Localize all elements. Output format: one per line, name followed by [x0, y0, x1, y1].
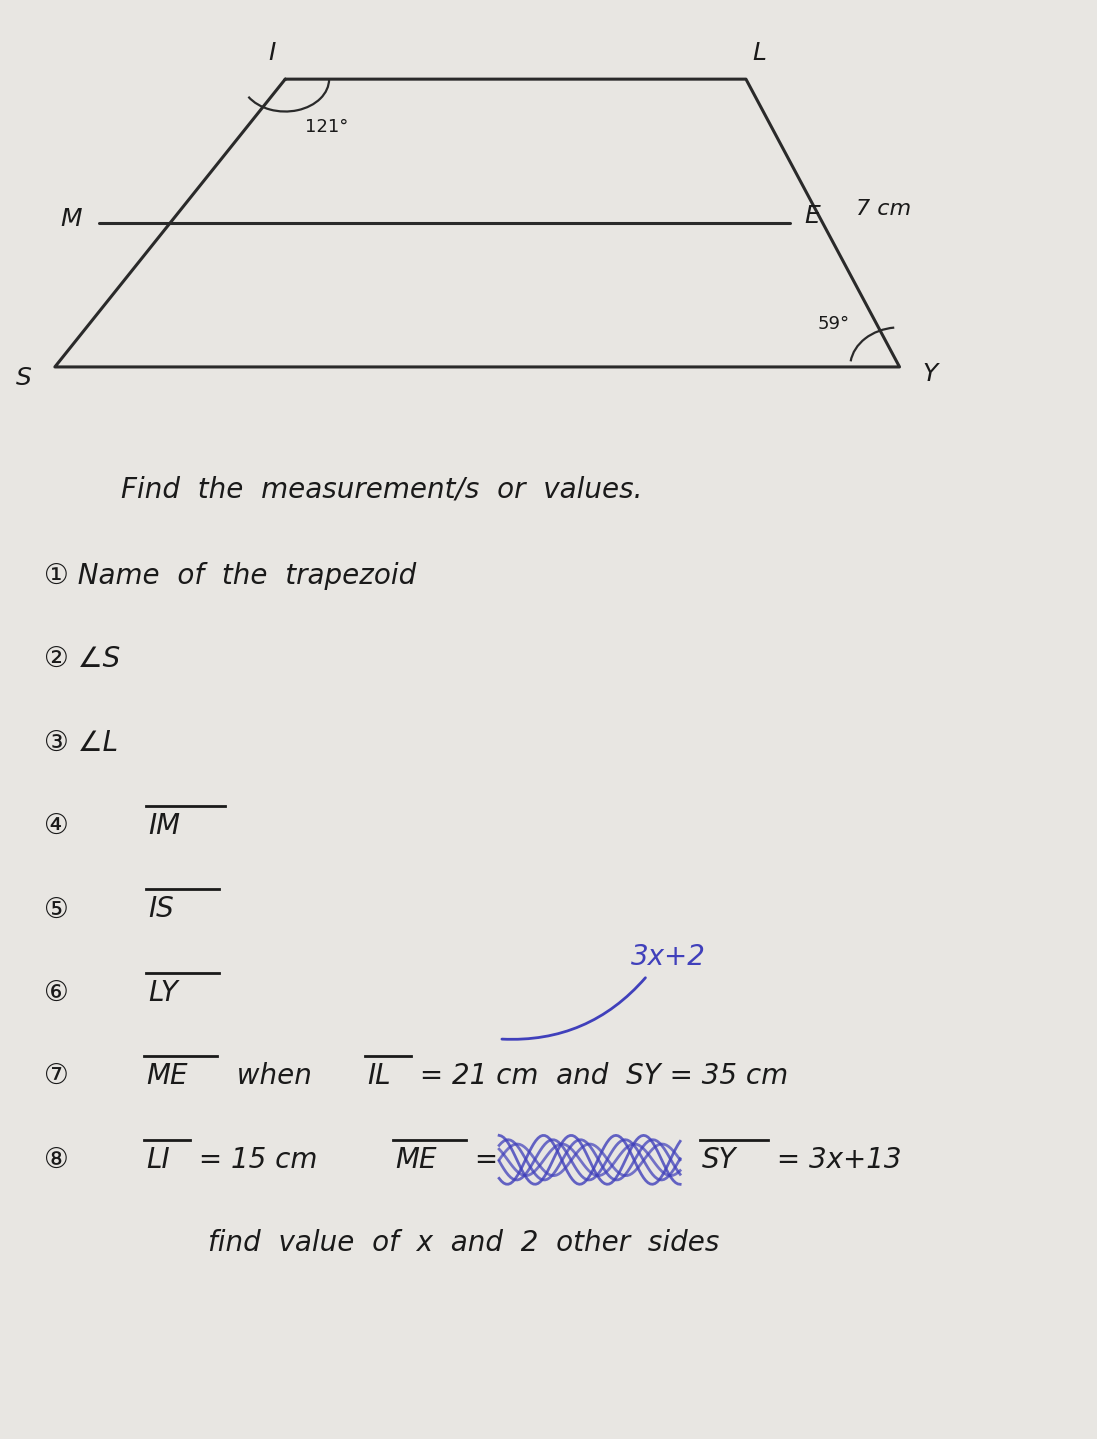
Text: IM: IM [148, 812, 180, 840]
Text: 59°: 59° [817, 315, 850, 332]
Text: M: M [60, 207, 82, 230]
Text: find  value  of  x  and  2  other  sides: find value of x and 2 other sides [208, 1229, 720, 1258]
Text: ③ ∠L: ③ ∠L [44, 728, 118, 757]
Text: when: when [219, 1062, 330, 1091]
Text: LY: LY [148, 979, 178, 1007]
Text: ME: ME [146, 1062, 188, 1091]
Text: =: = [466, 1145, 498, 1174]
FancyArrowPatch shape [502, 977, 645, 1039]
Text: 3x+2: 3x+2 [631, 943, 705, 971]
Text: SY: SY [702, 1145, 737, 1174]
Text: = 3x+13: = 3x+13 [768, 1145, 902, 1174]
Text: S: S [16, 367, 32, 390]
Text: IS: IS [148, 895, 173, 924]
Text: I: I [269, 42, 275, 65]
Text: ME: ME [395, 1145, 437, 1174]
Text: IL: IL [367, 1062, 392, 1091]
Text: E: E [804, 204, 819, 227]
Text: = 15 cm: = 15 cm [190, 1145, 343, 1174]
Text: ① Name  of  the  trapezoid: ① Name of the trapezoid [44, 561, 416, 590]
Text: ⑥: ⑥ [44, 979, 69, 1007]
Text: 121°: 121° [305, 118, 349, 135]
Text: 7 cm: 7 cm [856, 199, 911, 219]
Text: L: L [753, 42, 766, 65]
Text: ④: ④ [44, 812, 69, 840]
Text: LI: LI [146, 1145, 170, 1174]
Text: Y: Y [923, 363, 938, 386]
Text: ⑧: ⑧ [44, 1145, 69, 1174]
Text: ⑤: ⑤ [44, 895, 69, 924]
Text: Find  the  measurement/s  or  values.: Find the measurement/s or values. [121, 475, 642, 504]
Text: ⑦: ⑦ [44, 1062, 69, 1091]
Text: = 21 cm  and  SY = 35 cm: = 21 cm and SY = 35 cm [411, 1062, 789, 1091]
Text: ② ∠S: ② ∠S [44, 645, 121, 673]
